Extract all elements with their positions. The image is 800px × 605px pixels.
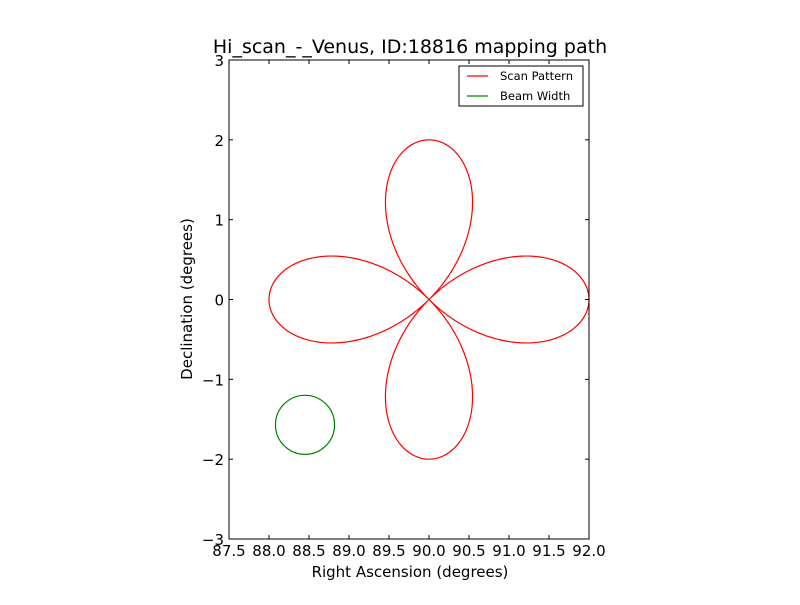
legend-label-scan-pattern: Scan Pattern: [500, 69, 573, 83]
y-tick-label: 3: [214, 52, 224, 70]
x-tick-label: 88.5: [292, 542, 325, 560]
x-tick-label: 91.0: [492, 542, 525, 560]
x-tick-label: 92.0: [572, 542, 605, 560]
x-tick-label: 90.5: [452, 542, 485, 560]
x-axis-label: Right Ascension (degrees): [312, 563, 509, 581]
legend: Scan Pattern Beam Width: [458, 65, 584, 107]
x-tick-label: 89.0: [332, 542, 365, 560]
y-tick-label: 0: [214, 292, 224, 310]
x-axis: 87.5 88.0 88.5 89.0 89.5 90.0 90.5 91.0 91.5 92.0: [212, 60, 606, 560]
y-tick-label: −2: [202, 451, 224, 469]
y-tick-label: 2: [214, 132, 224, 150]
y-tick-label: −3: [202, 531, 224, 549]
y-tick-label: 1: [214, 212, 224, 230]
legend-box: [458, 65, 584, 107]
legend-label-beam-width: Beam Width: [500, 89, 570, 103]
y-tick-label: −1: [202, 371, 224, 389]
x-tick-label: 91.5: [532, 542, 565, 560]
y-axis-label: Declination (degrees): [178, 218, 196, 380]
x-tick-label: 87.5: [212, 542, 245, 560]
y-axis: −3 −2 −1 0 1 2 3: [202, 52, 589, 549]
plot-area: [268, 139, 590, 460]
scan-pattern-line: [268, 139, 590, 460]
chart-title: Hi_scan_-_Venus, ID:18816 mapping path: [213, 36, 607, 58]
beam-width-circle: [274, 394, 336, 455]
x-tick-label: 89.5: [372, 542, 405, 560]
x-tick-label: 90.0: [412, 542, 445, 560]
x-tick-label: 88.0: [252, 542, 285, 560]
